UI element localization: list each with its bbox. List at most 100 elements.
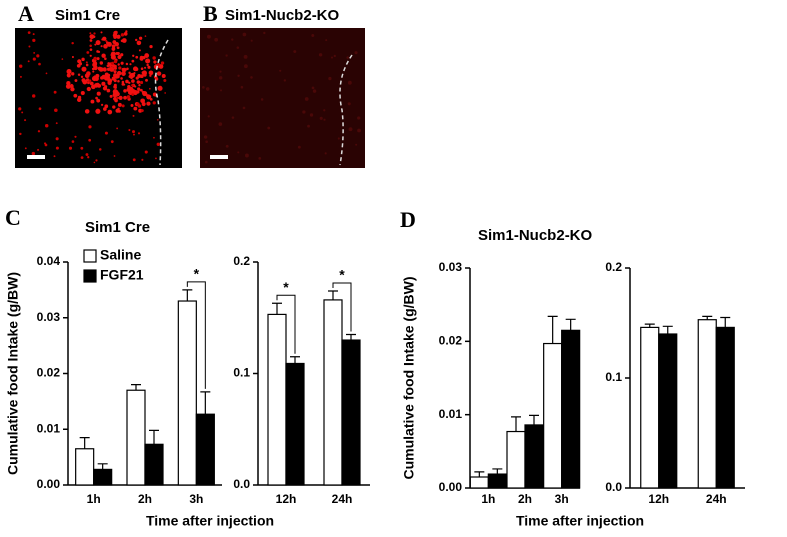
cell-dot (136, 102, 140, 106)
cell-dot (157, 85, 163, 91)
panel-label: A (18, 1, 34, 26)
cell-dot (114, 41, 119, 47)
cell-dot (205, 87, 210, 91)
cell-dot (89, 54, 92, 57)
cell-dot (31, 151, 36, 156)
x-tick-label: 12h (276, 492, 297, 506)
cell-dot (88, 125, 92, 129)
cell-dot (348, 127, 353, 132)
y-tick-label: 0.0 (233, 477, 250, 491)
cell-dot (109, 67, 115, 72)
cell-dot (144, 53, 150, 58)
x-tick-label: 24h (332, 492, 353, 506)
cell-dot (66, 73, 71, 78)
bar (75, 448, 95, 486)
cell-dot (104, 57, 107, 60)
cell-dot (121, 71, 126, 76)
cell-dot (116, 46, 120, 50)
cell-dot (116, 127, 119, 130)
cell-dot (93, 32, 96, 35)
cell-dot (55, 146, 59, 150)
cell-dot (107, 80, 112, 85)
cell-dot (80, 75, 84, 79)
cell-dot (94, 43, 97, 46)
micrograph-b (200, 28, 365, 168)
cell-dot (131, 83, 134, 87)
cell-dot (96, 98, 101, 103)
cell-dot (141, 158, 144, 161)
legend-label: Saline (100, 247, 141, 263)
cell-dot (101, 53, 106, 58)
cell-dot (140, 109, 144, 113)
cell-dot (117, 80, 120, 83)
y-tick-label: 0.01 (37, 421, 61, 435)
error-bar (272, 302, 282, 315)
cell-dot (118, 96, 121, 100)
cell-dot (86, 78, 90, 82)
cell-dot (77, 73, 81, 77)
cell-dot (44, 124, 49, 128)
cell-dot (206, 34, 211, 39)
cell-dot (77, 95, 82, 100)
cell-dot (138, 36, 143, 40)
cell-dot (293, 50, 297, 54)
cell-dot (117, 54, 122, 60)
cell-dot (101, 81, 106, 86)
cell-dot (304, 97, 309, 101)
y-tick-label: 0.02 (37, 366, 61, 380)
cell-dot (128, 81, 131, 84)
cell-dot (139, 89, 142, 92)
cell-dot (354, 51, 358, 55)
cell-dot (71, 140, 75, 143)
cell-dot (32, 33, 35, 36)
cell-dot (328, 76, 332, 81)
bar (561, 329, 581, 489)
cell-dot (90, 99, 95, 104)
error-bar (511, 416, 521, 432)
y-tick-label: 0.2 (605, 260, 622, 274)
panel-title: Sim1-Nucb2-KO (225, 7, 340, 24)
cell-dot (92, 70, 95, 73)
error-bar (662, 325, 673, 334)
significance-bracket (276, 294, 296, 354)
cell-dot (138, 49, 141, 52)
cell-dot (132, 66, 138, 72)
cell-dot (144, 66, 147, 69)
cell-dot (114, 73, 118, 77)
cell-dot (311, 34, 315, 38)
cell-dot (131, 93, 135, 96)
cell-dot (128, 129, 131, 132)
cell-dot (243, 54, 248, 59)
cell-dot (130, 103, 134, 107)
cell-dot (260, 98, 264, 101)
cell-dot (279, 69, 282, 72)
cell-dot (104, 104, 109, 109)
cell-dot (126, 67, 129, 71)
bar (640, 326, 660, 489)
cell-dot (142, 91, 148, 97)
cell-dot (88, 79, 92, 83)
bar (285, 362, 305, 486)
cell-dot (218, 76, 223, 80)
cell-dot (24, 147, 27, 150)
significance-label: * (283, 279, 289, 295)
cell-dot (111, 47, 116, 51)
cell-dot (218, 122, 223, 126)
cell-dot (149, 97, 153, 101)
cell-dot (32, 57, 36, 61)
error-bar (79, 437, 90, 449)
cell-dot (136, 40, 142, 46)
cell-dot (204, 160, 208, 164)
cell-dot (147, 65, 151, 69)
cell-dot (38, 62, 41, 66)
cell-dot (145, 58, 151, 64)
cell-dot (203, 135, 208, 139)
y-tick-label: 0.03 (439, 260, 463, 274)
cell-dot (164, 92, 166, 94)
cell-dot (65, 83, 71, 89)
error-bar (492, 468, 503, 475)
cell-dot (130, 76, 133, 79)
error-bar (182, 289, 193, 302)
cell-dot (66, 68, 72, 75)
cell-dot (106, 88, 111, 93)
